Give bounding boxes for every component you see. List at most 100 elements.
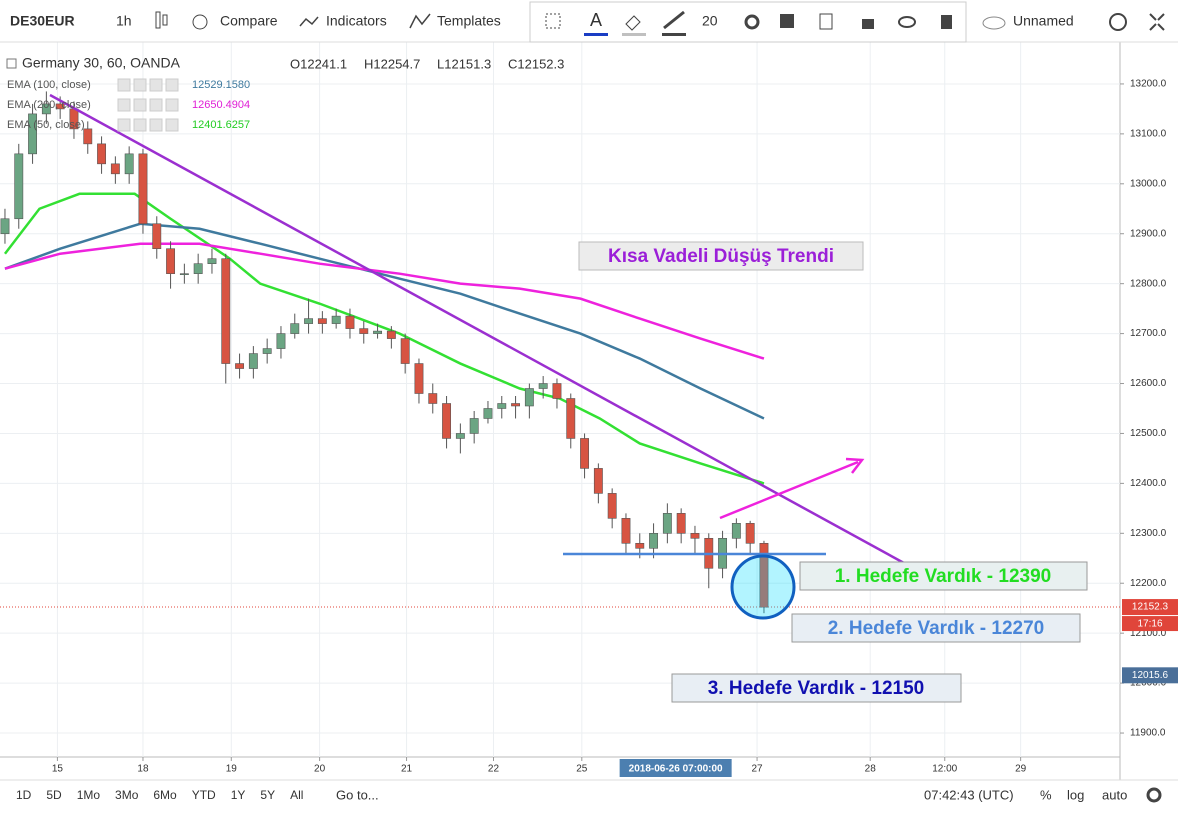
x-tick-label: 18 xyxy=(137,764,149,775)
indicator-button[interactable] xyxy=(117,78,131,92)
annotation-box xyxy=(578,241,864,271)
range-button[interactable]: YTD xyxy=(192,788,216,802)
x-tick-label: 12:00 xyxy=(932,764,957,775)
candle-body xyxy=(359,328,369,334)
candle-body xyxy=(621,518,631,544)
lock-icon[interactable] xyxy=(862,19,874,29)
candle-body xyxy=(373,330,383,334)
line-icon[interactable] xyxy=(663,10,685,30)
auto-toggle[interactable]: auto xyxy=(1102,787,1127,802)
ema-line xyxy=(4,242,765,360)
compare-icon[interactable] xyxy=(192,14,208,30)
indicator-legend: EMA (100, close) 12529.1580 EMA (200, clos… xyxy=(7,78,250,132)
indicators[interactable]: Indicators xyxy=(326,13,387,29)
settings-icon[interactable] xyxy=(744,14,760,30)
indicator-button[interactable] xyxy=(133,98,147,112)
candle-body xyxy=(414,363,424,394)
candle-body xyxy=(524,388,534,407)
log-toggle[interactable]: log xyxy=(1067,787,1084,802)
text-color-icon[interactable]: A xyxy=(590,10,602,30)
ohlc: O12241.1 xyxy=(290,56,347,71)
x-tick-label: 27 xyxy=(752,764,764,775)
percent-toggle[interactable]: % xyxy=(1040,787,1052,802)
y-tick-label: 12500.0 xyxy=(1130,428,1167,439)
candle-body xyxy=(759,542,769,608)
cloud-icon xyxy=(982,16,1006,30)
candle-body xyxy=(166,248,176,274)
ohlc: H12254.7 xyxy=(364,56,420,71)
highlight-circle xyxy=(730,554,796,620)
arrow-head xyxy=(845,457,865,474)
indicator-value: 12650.4904 xyxy=(192,99,250,111)
clone-icon[interactable] xyxy=(819,13,833,30)
indicator-button[interactable] xyxy=(117,98,131,112)
chart-type-icon[interactable] xyxy=(155,11,161,29)
annotation-box xyxy=(791,613,1081,643)
fill-icon[interactable] xyxy=(625,15,641,31)
ohlc: L12151.3 xyxy=(437,56,491,71)
y-tick-label: 13200.0 xyxy=(1130,79,1167,90)
range-button[interactable]: 5Y xyxy=(260,788,275,802)
candle-body xyxy=(649,533,659,549)
indicator-button[interactable] xyxy=(149,118,163,132)
candle-body xyxy=(607,493,617,519)
settings-icon[interactable] xyxy=(1146,787,1162,803)
indicator-button[interactable] xyxy=(149,98,163,112)
compare[interactable]: Compare xyxy=(220,13,278,29)
visual-order-icon[interactable] xyxy=(780,14,794,28)
chart-type-icon xyxy=(162,14,168,26)
annotation-box xyxy=(799,561,1088,591)
x-tick-label: 28 xyxy=(865,764,877,775)
ohlc: C12152.3 xyxy=(508,56,564,71)
candle-body xyxy=(179,273,189,275)
range-button[interactable]: 6Mo xyxy=(153,788,177,802)
candle-body xyxy=(331,315,341,324)
y-tick-label: 12400.0 xyxy=(1130,478,1167,489)
price-tag xyxy=(1122,667,1178,684)
indicator-button[interactable] xyxy=(133,118,147,132)
indicator-button[interactable] xyxy=(165,78,179,92)
range-button[interactable]: All xyxy=(290,788,303,802)
range-button[interactable]: 1Y xyxy=(231,788,246,802)
go-to[interactable]: Go to... xyxy=(336,787,379,802)
layout-name[interactable]: Unnamed xyxy=(1013,13,1074,29)
candle-body xyxy=(276,333,286,349)
indicator-button[interactable] xyxy=(117,118,131,132)
select-tool[interactable] xyxy=(545,13,561,29)
range-buttons: 1D 5D 1Mo 3Mo 6Mo YTD 1Y 5Y All xyxy=(16,788,303,802)
fullscreen-icon[interactable] xyxy=(1149,13,1165,31)
y-tick-label: 12900.0 xyxy=(1130,228,1167,239)
arrow xyxy=(719,460,859,520)
interval[interactable]: 1h xyxy=(116,13,132,29)
indicator-button[interactable] xyxy=(165,118,179,132)
candle-body xyxy=(207,258,217,264)
range-button[interactable]: 1Mo xyxy=(77,788,101,802)
settings-icon[interactable] xyxy=(1109,13,1127,31)
y-tick-label: 12300.0 xyxy=(1130,528,1167,539)
indicator-button[interactable] xyxy=(149,78,163,92)
indicator-value: 12529.1580 xyxy=(192,79,250,91)
candle-body xyxy=(483,408,493,419)
collapse-icon[interactable] xyxy=(6,58,17,69)
symbol[interactable]: DE30EUR xyxy=(10,13,75,29)
price-tag xyxy=(1122,599,1178,616)
font-size[interactable]: 20 xyxy=(702,13,718,29)
clock: 07:42:43 (UTC) xyxy=(924,787,1014,802)
indicator-button[interactable] xyxy=(133,78,147,92)
candle-body xyxy=(83,128,93,145)
candle-body xyxy=(386,330,396,339)
hide-icon[interactable] xyxy=(898,16,916,28)
candle-body xyxy=(731,523,741,539)
y-tick-label: 12600.0 xyxy=(1130,378,1167,389)
range-button[interactable]: 5D xyxy=(46,788,62,802)
cursor-time-label: 2018-06-26 07:00:00 xyxy=(629,764,723,775)
indicator-button[interactable] xyxy=(165,98,179,112)
range-button[interactable]: 1D xyxy=(16,788,32,802)
candle-body xyxy=(41,103,51,115)
range-button[interactable]: 3Mo xyxy=(115,788,139,802)
delete-icon[interactable] xyxy=(941,15,952,29)
candle-body xyxy=(690,533,700,539)
templates[interactable]: Templates xyxy=(437,13,501,29)
y-tick-label: 12100.0 xyxy=(1130,628,1167,639)
